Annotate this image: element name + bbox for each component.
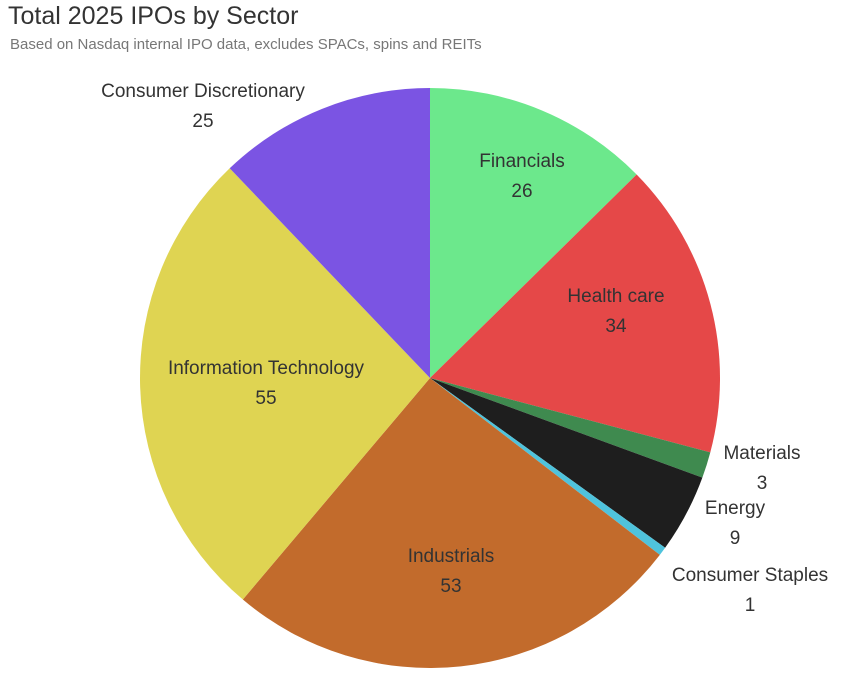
slice-value-label: 9 xyxy=(730,528,741,549)
slice-value-label: 1 xyxy=(745,595,756,616)
pie-slice-information-technology xyxy=(139,168,431,600)
slice-label: Industrials xyxy=(408,546,495,567)
pie-slice-industrials xyxy=(242,378,660,668)
slice-value-label: 25 xyxy=(192,111,213,132)
pie-slice-energy xyxy=(430,378,703,548)
slice-label: Consumer Discretionary xyxy=(101,81,305,102)
slice-value-label: 34 xyxy=(605,316,627,337)
pie-slice-health-care xyxy=(430,174,721,453)
slice-value-label: 3 xyxy=(757,473,768,494)
pie-slice-consumer-discretionary xyxy=(229,88,430,378)
slice-label: Financials xyxy=(479,151,565,172)
slice-value-label: 55 xyxy=(255,388,276,409)
pie-slice-financials xyxy=(430,88,637,378)
slice-label: Energy xyxy=(705,498,766,519)
chart-title: Total 2025 IPOs by Sector xyxy=(8,2,299,30)
slice-value-label: 26 xyxy=(511,181,532,202)
slice-label: Materials xyxy=(723,443,800,464)
slice-label: Consumer Staples xyxy=(672,565,828,586)
pie-slice-consumer-staples xyxy=(430,378,666,555)
slice-label: Health care xyxy=(567,286,664,307)
slice-value-label: 53 xyxy=(440,576,461,597)
chart-subtitle: Based on Nasdaq internal IPO data, exclu… xyxy=(10,36,482,53)
pie-slice-materials xyxy=(430,378,711,478)
slice-label: Information Technology xyxy=(168,358,365,379)
